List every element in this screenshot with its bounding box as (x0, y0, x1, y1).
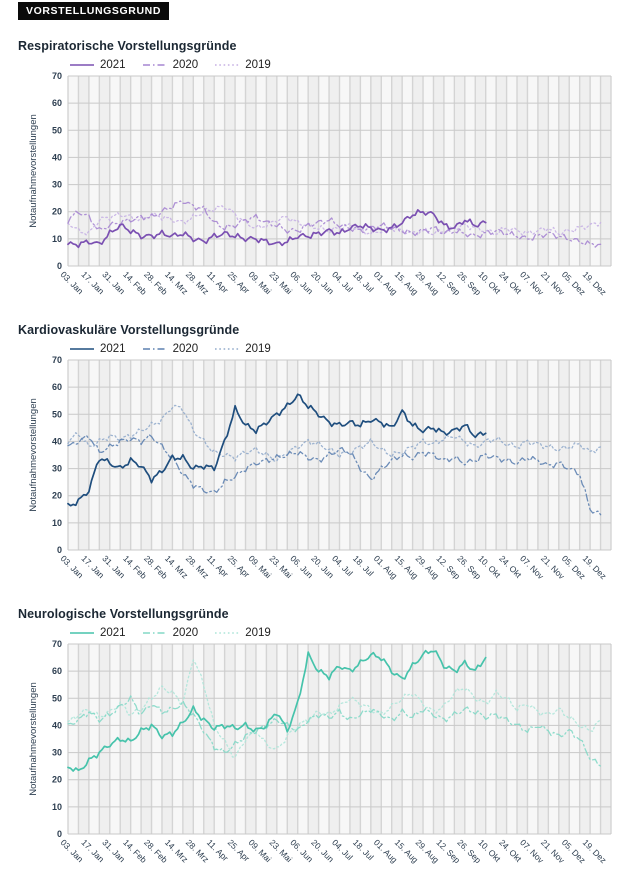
svg-text:0: 0 (57, 261, 62, 271)
neurological-chart-section: Neurologische Vorstellungsgründe 2021 20… (0, 607, 617, 882)
svg-text:18. Jul: 18. Jul (351, 553, 376, 578)
svg-text:20: 20 (52, 207, 62, 217)
svg-text:Notaufnahmevorstellungen: Notaufnahmevorstellungen (28, 682, 39, 796)
svg-text:10: 10 (52, 518, 62, 528)
svg-text:20: 20 (52, 491, 62, 501)
svg-text:25. Apr: 25. Apr (226, 837, 252, 863)
svg-text:0: 0 (57, 829, 62, 839)
respiratory-chart-section: Respiratorische Vorstellungsgründe 2021 … (0, 39, 617, 314)
svg-text:50: 50 (52, 693, 62, 703)
svg-text:30: 30 (52, 464, 62, 474)
legend-item-2021: 2021 (69, 627, 126, 639)
legend-line-sample-icon (70, 632, 94, 634)
legend-label-2020: 2020 (172, 627, 199, 639)
legend-line-sample-icon (215, 632, 240, 634)
legend-line-sample-icon (142, 348, 167, 350)
legend-line-sample-icon (70, 64, 94, 66)
legend-label-2021: 2021 (100, 627, 126, 639)
svg-text:40: 40 (52, 436, 62, 446)
svg-text:70: 70 (52, 640, 62, 649)
svg-text:30: 30 (52, 748, 62, 758)
legend-label-2020: 2020 (172, 343, 199, 355)
chart-title-cardiovascular: Kardiovaskuläre Vorstellungsgründe (18, 323, 240, 337)
legend-line-sample-icon (215, 348, 240, 350)
legend-line-sample-icon (142, 64, 167, 66)
legend-line-sample-icon (142, 632, 167, 634)
legend-label-2021: 2021 (100, 343, 126, 355)
chart-title-neurological: Neurologische Vorstellungsgründe (18, 607, 229, 621)
svg-text:0: 0 (57, 545, 62, 555)
legend-line-sample-icon (215, 64, 240, 66)
svg-text:40: 40 (52, 152, 62, 162)
chart-title-respiratory: Respiratorische Vorstellungsgründe (18, 39, 237, 53)
chart-legend-cardiovascular: 2021 2020 2019 (69, 342, 617, 356)
svg-text:Notaufnahmevorstellungen: Notaufnahmevorstellungen (28, 398, 39, 512)
svg-text:19. Dez: 19. Dez (581, 269, 609, 297)
svg-text:Notaufnahmevorstellungen: Notaufnahmevorstellungen (28, 114, 39, 228)
legend-line-sample-icon (70, 348, 94, 350)
svg-text:60: 60 (52, 666, 62, 676)
legend-item-2019: 2019 (214, 343, 271, 355)
svg-text:20: 20 (52, 775, 62, 785)
svg-text:70: 70 (52, 356, 62, 365)
svg-text:10: 10 (52, 802, 62, 812)
cardiovascular-chart-section: Kardiovaskuläre Vorstellungsgründe 2021 … (0, 323, 617, 598)
svg-text:60: 60 (52, 98, 62, 108)
legend-item-2020: 2020 (142, 59, 199, 71)
svg-text:40: 40 (52, 720, 62, 730)
svg-text:25. Apr: 25. Apr (226, 553, 252, 579)
legend-label-2020: 2020 (172, 59, 199, 71)
svg-text:10: 10 (52, 234, 62, 244)
legend-item-2021: 2021 (69, 59, 126, 71)
svg-text:50: 50 (52, 409, 62, 419)
svg-text:60: 60 (52, 382, 62, 392)
legend-item-2020: 2020 (142, 627, 199, 639)
legend-label-2019: 2019 (245, 59, 271, 71)
svg-text:30: 30 (52, 180, 62, 190)
legend-item-2021: 2021 (69, 343, 126, 355)
svg-text:19. Dez: 19. Dez (581, 837, 609, 865)
legend-label-2021: 2021 (100, 59, 126, 71)
svg-text:18. Jul: 18. Jul (351, 837, 376, 862)
legend-label-2019: 2019 (245, 627, 271, 639)
svg-text:25. Apr: 25. Apr (226, 269, 252, 295)
chart-legend-neurological: 2021 2020 2019 (69, 626, 617, 640)
legend-item-2020: 2020 (142, 343, 199, 355)
section-badge: VORSTELLUNGSGRUND (18, 2, 170, 20)
legend-label-2019: 2019 (245, 343, 271, 355)
legend-item-2019: 2019 (214, 627, 271, 639)
svg-text:50: 50 (52, 125, 62, 135)
svg-text:70: 70 (52, 72, 62, 81)
legend-item-2019: 2019 (214, 59, 271, 71)
chart-legend-respiratory: 2021 2020 2019 (69, 58, 617, 72)
svg-text:19. Dez: 19. Dez (581, 553, 609, 581)
svg-text:18. Jul: 18. Jul (351, 269, 376, 294)
